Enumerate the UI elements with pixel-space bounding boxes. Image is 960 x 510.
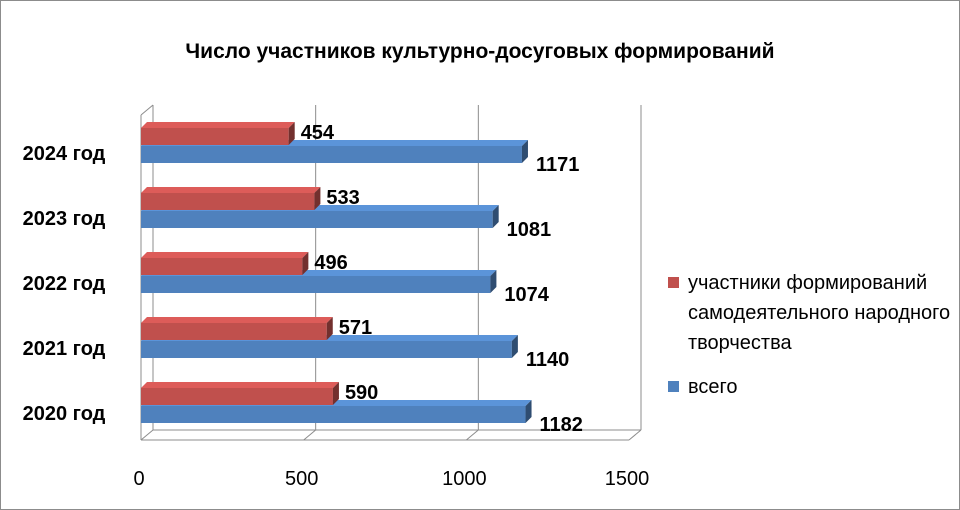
floor-gridline	[140, 429, 154, 441]
participants-bar	[141, 388, 333, 405]
total-bar	[141, 276, 491, 293]
total-bar-end	[511, 335, 518, 358]
participants-bar-top	[141, 122, 295, 128]
total-value-label: 1182	[540, 414, 583, 436]
participants-bar	[141, 323, 327, 340]
category-label: 2020 год	[23, 403, 106, 425]
x-tick-label: 1000	[442, 468, 487, 490]
total-bar-end	[492, 205, 499, 228]
participants-value-label: 590	[345, 382, 378, 404]
legend: участники формирований самодеятельного н…	[660, 268, 960, 416]
total-bar	[141, 341, 512, 358]
total-value-label: 1171	[536, 154, 579, 176]
participants-bar	[141, 128, 289, 145]
participants-value-label: 454	[301, 122, 335, 144]
participants-bar-top	[141, 187, 321, 193]
legend-item-participants: участники формирований самодеятельного н…	[660, 268, 960, 358]
category-label: 2024 год	[23, 143, 106, 165]
total-value-label: 1081	[507, 219, 551, 241]
participants-value-label: 496	[314, 252, 347, 274]
category-label: 2023 год	[23, 208, 106, 230]
floor-gridline	[466, 429, 479, 441]
total-bar	[141, 211, 493, 228]
participants-bar-end	[332, 382, 339, 405]
participants-bar	[141, 193, 315, 210]
participants-value-label: 571	[339, 317, 372, 339]
participants-bar-end	[314, 187, 321, 210]
chart-title: Число участников культурно-досуговых фор…	[185, 40, 775, 63]
total-bar-end	[521, 140, 528, 163]
x-tick-label: 500	[285, 468, 318, 490]
x-tick-label: 1500	[605, 468, 650, 490]
legend-swatch-participants	[668, 277, 679, 288]
total-bar-end	[490, 270, 497, 293]
total-bar-end	[525, 400, 532, 423]
participants-bar-end	[326, 317, 333, 340]
participants-value-label: 533	[326, 187, 359, 209]
participants-bar-top	[141, 252, 309, 258]
participants-bar	[141, 258, 303, 275]
legend-label-total: всего	[688, 376, 738, 398]
x-tick-label: 0	[133, 468, 144, 490]
legend-item-total: всего	[660, 372, 960, 402]
total-bar	[141, 406, 526, 423]
legend-label-participants: участники формирований самодеятельного н…	[688, 272, 951, 354]
participants-bar-top	[141, 382, 339, 388]
floor-gridline	[628, 429, 642, 441]
category-label: 2021 год	[23, 338, 106, 360]
participants-bar-end	[302, 252, 309, 275]
side-wall-top-edge	[140, 104, 154, 116]
total-value-label: 1074	[504, 284, 549, 306]
total-value-label: 1140	[526, 349, 569, 371]
legend-swatch-total	[668, 381, 679, 392]
participants-bar-end	[288, 122, 295, 145]
participants-bar-top	[141, 317, 333, 323]
total-bar	[141, 146, 522, 163]
floor-gridline	[303, 429, 316, 441]
category-label: 2022 год	[23, 273, 106, 295]
